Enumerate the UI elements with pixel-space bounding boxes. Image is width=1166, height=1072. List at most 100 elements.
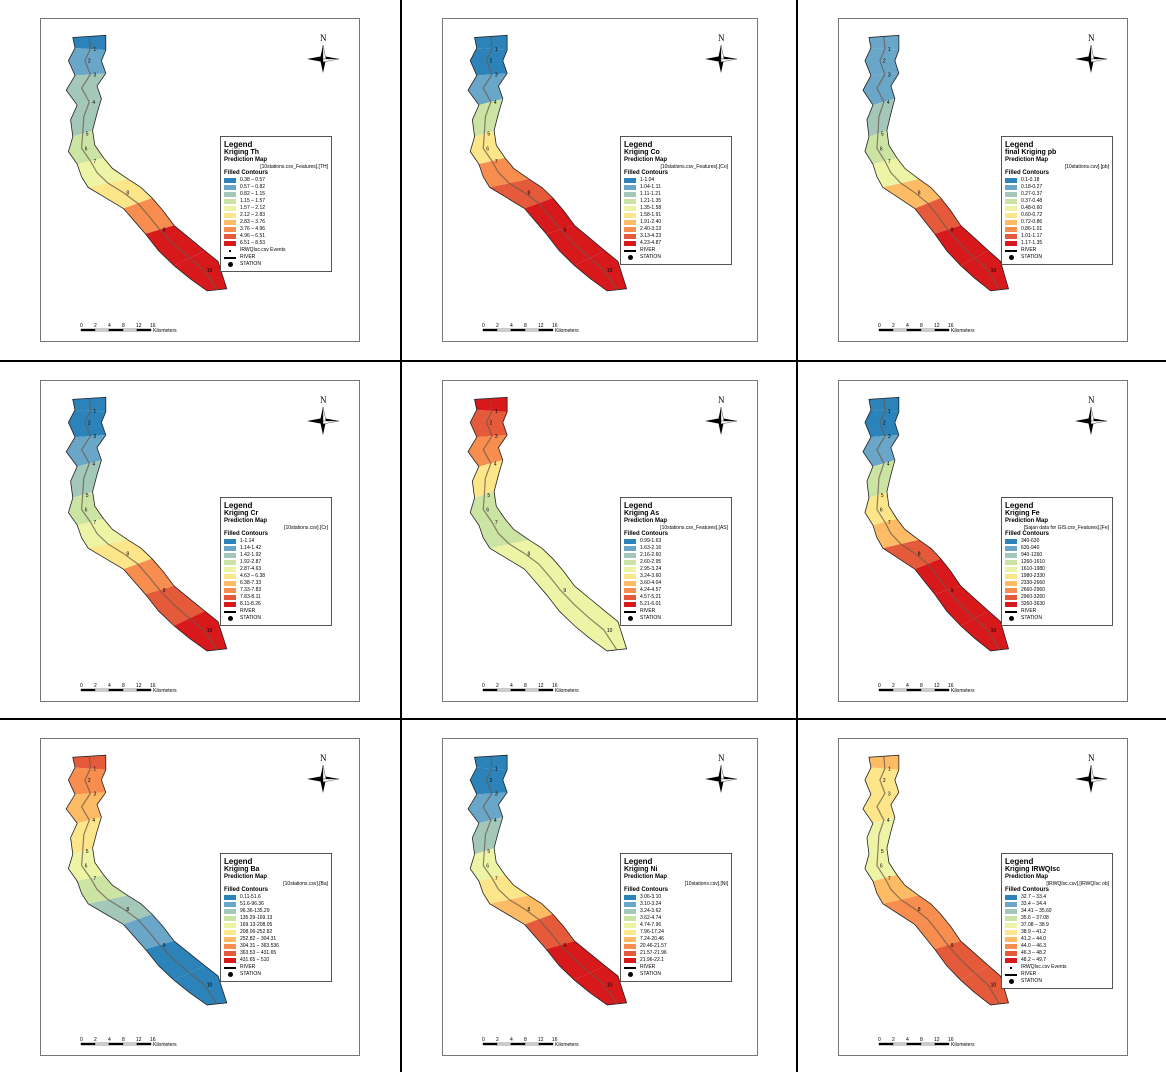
legend-swatch bbox=[224, 958, 236, 963]
station-label: 7 bbox=[495, 876, 498, 882]
legend-class-row: 38.9 – 41.2 bbox=[1005, 929, 1109, 936]
station-label: 9 bbox=[163, 228, 166, 234]
legend-class-row: 0.57 – 0.82 bbox=[224, 184, 328, 191]
legend-class-label: 41.2 – 44.0 bbox=[1021, 936, 1047, 942]
legend-class-row: 46.3 – 48.2 bbox=[1005, 950, 1109, 957]
contour-zone bbox=[866, 460, 895, 498]
legend-class-label: 208.06-252.82 bbox=[240, 929, 273, 935]
legend-class-row: 0.82 – 1.15 bbox=[224, 191, 328, 198]
legend-class-label: 0.72-0.86 bbox=[1021, 219, 1043, 225]
scale-tick: 12 bbox=[934, 323, 940, 329]
scale-tick: 0 bbox=[80, 683, 83, 689]
river-line bbox=[482, 756, 618, 1005]
legend-swatch bbox=[1005, 560, 1017, 565]
legend-class-row: 33.4 – 34.4 bbox=[1005, 901, 1109, 908]
station-label: 10 bbox=[207, 982, 213, 988]
map-frame: 1 2 3 4 5 6 7 8 9 10 N 0 2 4 8 12 16 Kilometers Legend Krig… bbox=[40, 18, 360, 342]
legend-class-row: 2660-2960 bbox=[1005, 587, 1109, 594]
legend-swatch bbox=[1005, 178, 1017, 183]
station-label: 8 bbox=[528, 551, 531, 557]
legend-source: [10stations.csv].[Ba] bbox=[283, 881, 328, 887]
legend-class-label: 169.13-208.05 bbox=[240, 922, 273, 928]
station-label: 5 bbox=[487, 493, 490, 499]
legend-class-label: 0.18-0.27 bbox=[1021, 184, 1043, 190]
scale-tick: 0 bbox=[482, 1037, 485, 1043]
legend-symbol-row: RIVER bbox=[624, 964, 728, 971]
contour-zone bbox=[77, 518, 128, 549]
contour-zone bbox=[68, 130, 104, 165]
legend: Legend Kriging Ba Prediction Map [10station… bbox=[220, 853, 332, 982]
legend-swatch bbox=[1005, 937, 1017, 942]
legend-swatch bbox=[224, 553, 236, 558]
station-label: 8 bbox=[918, 191, 921, 197]
legend-class-label: 1.91-2.40 bbox=[640, 219, 662, 225]
station-label: 9 bbox=[563, 228, 566, 234]
legend: Legend Kriging Ni Prediction Map [10station… bbox=[620, 853, 732, 982]
legend-swatch bbox=[224, 937, 236, 942]
scale-tick: 8 bbox=[920, 683, 923, 689]
legend-swatch bbox=[1005, 546, 1017, 551]
legend-symbol-dot-icon bbox=[624, 616, 636, 621]
legend-class-label: 3260-3630 bbox=[1021, 601, 1045, 607]
legend: Legend Kriging As Prediction Map [10station… bbox=[620, 497, 732, 626]
legend-class-label: 48.2 – 49.7 bbox=[1021, 957, 1047, 963]
legend-swatch bbox=[624, 185, 636, 190]
map-panel: 1 2 3 4 5 6 7 8 9 10 N 0 2 4 8 12 16 Kilometers Legend Krig… bbox=[796, 718, 1166, 1072]
contour-zone bbox=[864, 130, 897, 165]
north-arrow-icon bbox=[1075, 44, 1108, 73]
river-line bbox=[80, 398, 218, 651]
legend-class-label: 431.65 – 510 bbox=[240, 957, 270, 963]
legend-class-row: 32.7 – 33.4 bbox=[1005, 894, 1109, 901]
legend-class-row: 7.83-8.11 bbox=[224, 594, 328, 601]
legend-class-label: 7.33-7.83 bbox=[240, 587, 262, 593]
legend-class-label: 34.41 – 35.60 bbox=[1021, 908, 1052, 914]
north-label: N bbox=[718, 395, 725, 405]
legend-class-row: 3.06-3.10 bbox=[624, 894, 728, 901]
map-frame: 1 2 3 4 5 6 7 8 9 10 N 0 2 4 8 12 16 Kilometers Legend Krig… bbox=[40, 738, 360, 1056]
station-label: 4 bbox=[92, 461, 95, 467]
map-panel: 1 2 3 4 5 6 7 8 9 10 N 0 2 4 8 12 16 Kilometers Legend Krig… bbox=[400, 360, 796, 718]
contour-zone bbox=[472, 817, 503, 855]
contour-zone bbox=[960, 250, 1009, 291]
legend-layer-name: Kriging Th bbox=[224, 149, 259, 156]
legend-symbol-label: RIVER bbox=[240, 964, 256, 970]
station-label: 4 bbox=[92, 100, 95, 106]
legend-class-row: 37.08 – 38.9 bbox=[1005, 922, 1109, 929]
legend-class-row: 5.21-6.01 bbox=[624, 601, 728, 608]
legend-swatch bbox=[224, 539, 236, 544]
legend-layer-name: final Kriging pb bbox=[1005, 149, 1057, 156]
map-panel: 1 2 3 4 5 6 7 8 9 10 N 0 2 4 8 12 16 Kilometers Legend Krig… bbox=[0, 718, 400, 1072]
legend-symbol-row: RIVER bbox=[224, 608, 328, 615]
legend-class-label: 1.15 – 1.57 bbox=[240, 198, 266, 204]
legend-class-row: 2.87-4.63 bbox=[224, 566, 328, 573]
legend-class-label: 21.57-21.96 bbox=[640, 950, 667, 956]
river-outline bbox=[65, 34, 228, 292]
legend-class-label: 4.63 – 6.38 bbox=[240, 573, 266, 579]
legend-class-label: 51.6-96.36 bbox=[240, 901, 264, 907]
legend-class-label: 2.95-3.24 bbox=[640, 566, 662, 572]
legend-prediction-map: Prediction Map bbox=[1005, 157, 1049, 163]
scale-tick: 2 bbox=[94, 683, 97, 689]
station-label: 7 bbox=[93, 876, 96, 882]
legend-symbol-dot-icon bbox=[224, 262, 236, 267]
legend-symbol-line-icon bbox=[624, 249, 636, 252]
legend-filled-contours: Filled Contours bbox=[1005, 170, 1049, 176]
legend-class-row: 3.60-4.04 bbox=[624, 580, 728, 587]
legend-swatch bbox=[1005, 909, 1017, 914]
legend-swatch bbox=[1005, 951, 1017, 956]
contour-zone bbox=[489, 895, 553, 925]
legend-symbol-dot-icon bbox=[1005, 979, 1017, 984]
station-label: 1 bbox=[495, 767, 498, 773]
station-label: 9 bbox=[951, 588, 954, 594]
legend-class-row: 0.18-0.27 bbox=[1005, 184, 1109, 191]
contour-zone bbox=[68, 409, 106, 438]
station-label: 6 bbox=[85, 146, 88, 152]
legend-swatch bbox=[624, 602, 636, 607]
north-label: N bbox=[1088, 33, 1095, 43]
station-label: 2 bbox=[883, 420, 886, 426]
legend-title: Legend bbox=[1005, 857, 1034, 866]
